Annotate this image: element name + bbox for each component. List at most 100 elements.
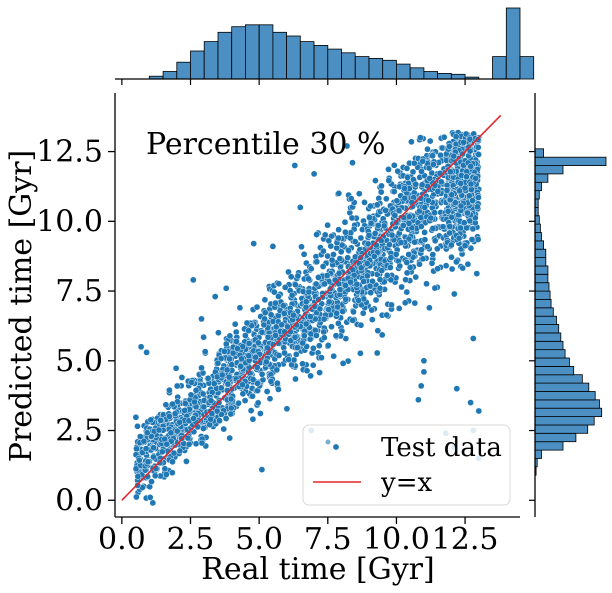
scatter-point <box>357 234 365 242</box>
legend-label-y-equals-x: y=x <box>380 468 432 498</box>
legend: Test data y=x <box>302 424 511 506</box>
scatter-point <box>283 405 291 413</box>
scatter-point <box>386 241 393 249</box>
scatter-point <box>395 305 403 312</box>
scatter-point <box>166 413 173 420</box>
scatter-point <box>320 315 328 323</box>
right-hist-bar <box>534 156 607 166</box>
scatter-point <box>464 209 471 217</box>
scatter-point <box>313 258 321 266</box>
scatter-point <box>183 458 190 465</box>
scatter-point <box>465 192 473 200</box>
scatter-point <box>373 349 381 357</box>
scatter-point <box>450 152 458 160</box>
scatter-point <box>200 425 207 432</box>
scatter-point <box>284 323 291 331</box>
top-hist-bar <box>423 71 438 80</box>
scatter-point <box>264 344 271 352</box>
scatter-point <box>363 260 371 267</box>
scatter-point <box>401 299 409 307</box>
scatter-point <box>440 133 448 141</box>
scatter-point <box>258 328 266 336</box>
scatter-point <box>475 407 483 415</box>
scatter-point <box>292 375 299 383</box>
scatter-point <box>471 214 479 222</box>
scatter-point <box>275 293 282 300</box>
scatter-point <box>474 144 482 151</box>
scatter-point <box>249 415 257 423</box>
scatter-point <box>200 403 208 411</box>
scatter-point <box>254 399 262 407</box>
scatter-point <box>187 391 195 399</box>
scatter-point <box>299 288 307 295</box>
x-tick-label: 10.0 <box>363 522 430 557</box>
x-tick-label: 0.0 <box>98 522 146 557</box>
scatter-point <box>469 225 477 233</box>
scatter-point <box>144 458 152 466</box>
scatter-point <box>357 321 365 329</box>
scatter-point <box>347 278 354 286</box>
scatter-point <box>448 191 456 199</box>
scatter-point <box>335 320 342 327</box>
scatter-point <box>249 392 256 400</box>
y-tick-label: 5.0 <box>55 344 103 379</box>
scatter-point <box>229 349 237 357</box>
scatter-point <box>320 328 328 336</box>
scatter-point <box>401 185 408 192</box>
scatter-point <box>263 388 271 395</box>
scatter-point <box>419 255 427 263</box>
scatter-point <box>151 472 159 480</box>
scatter-point <box>398 283 405 291</box>
scatter-point <box>342 228 349 236</box>
scatter-point <box>272 332 279 339</box>
scatter-point <box>332 332 340 340</box>
scatter-point <box>235 399 242 407</box>
scatter-point <box>313 231 320 238</box>
right-hist-bar <box>534 232 542 242</box>
scatter-point <box>166 386 173 394</box>
scatter-point <box>404 174 411 181</box>
scatter-point <box>419 157 427 165</box>
scatter-point <box>217 384 225 392</box>
scatter-point <box>288 291 296 299</box>
scatter-point <box>278 321 286 329</box>
scatter-point <box>198 439 206 447</box>
y-tick-label: 2.5 <box>55 414 103 449</box>
scatter-point <box>310 344 317 352</box>
scatter-point <box>172 364 180 372</box>
scatter-point <box>342 295 350 303</box>
scatter-point <box>310 170 318 178</box>
scatter-point <box>464 260 472 268</box>
scatter-point <box>190 415 197 422</box>
scatter-point <box>224 380 232 388</box>
scatter-point <box>173 427 181 435</box>
scatter-point <box>226 332 234 340</box>
scatter-point <box>218 371 226 379</box>
scatter-point <box>290 311 297 319</box>
scatter-point <box>303 367 311 375</box>
scatter-point <box>439 223 447 231</box>
scatter-point <box>408 138 415 146</box>
scatter-point <box>275 386 282 393</box>
scatter-point <box>335 190 343 197</box>
scatter-point <box>321 231 329 239</box>
scatter-point <box>328 256 336 264</box>
scatter-point <box>324 221 331 229</box>
scatter-point <box>237 362 245 370</box>
scatter-point <box>461 242 469 250</box>
scatter-point <box>243 319 251 327</box>
right-hist-bar <box>534 382 590 392</box>
scatter-point <box>390 161 398 169</box>
scatter-point <box>451 199 459 207</box>
scatter-point <box>429 152 436 160</box>
scatter-point <box>299 360 306 368</box>
scatter-point <box>134 422 141 430</box>
right-hist-bar <box>534 324 560 334</box>
scatter-point <box>292 351 300 358</box>
scatter-point <box>417 214 425 221</box>
scatter-point <box>198 364 205 372</box>
scatter-point <box>149 499 157 507</box>
scatter-point <box>162 471 170 478</box>
right-hist-bar <box>534 273 549 284</box>
